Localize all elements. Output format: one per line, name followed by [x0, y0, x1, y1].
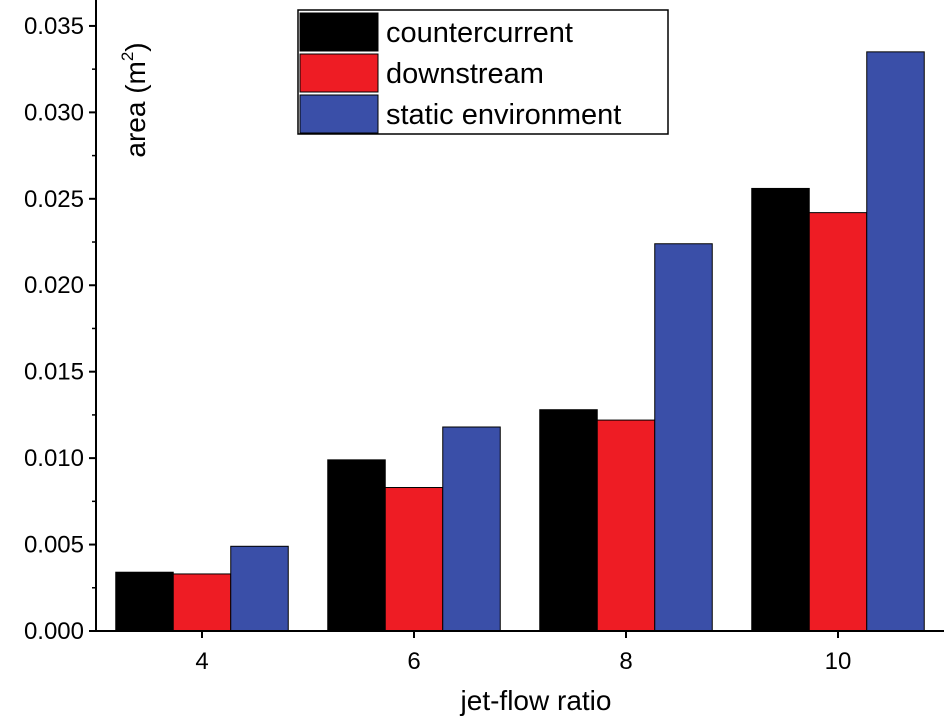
- legend-swatch-countercurrent: [299, 12, 379, 52]
- y-tick-label: 0.035: [24, 13, 84, 40]
- y-tick-label: 0.030: [24, 99, 84, 126]
- bar-downstream-6: [384, 487, 444, 632]
- x-tick-label: 4: [195, 648, 208, 675]
- bar-countercurrent-10: [751, 187, 810, 632]
- bar-downstream-4: [172, 573, 232, 632]
- x-axis-title: jet-flow ratio: [460, 685, 612, 716]
- legend-label-countercurrent: countercurrent: [386, 17, 573, 49]
- y-axis-title-close: ): [120, 42, 151, 51]
- legend: countercurrent downstream static environme…: [297, 9, 669, 135]
- y-tick-label: 0.000: [24, 618, 84, 645]
- legend-label-downstream: downstream: [386, 58, 544, 90]
- y-ticks-group: 0.000 0.005 0.010 0.015 0.020 0.025 0.030 0.035: [24, 13, 96, 645]
- bar-countercurrent-8: [539, 409, 598, 632]
- bar-static-environment-4: [230, 545, 289, 632]
- bar-countercurrent-6: [327, 459, 386, 632]
- y-tick-label: 0.010: [24, 445, 84, 472]
- bar-countercurrent-4: [115, 571, 174, 632]
- legend-swatch-downstream: [299, 53, 379, 93]
- y-tick-label: 0.025: [24, 186, 84, 213]
- bar-downstream-8: [596, 419, 656, 632]
- bar-downstream-10: [808, 212, 868, 632]
- y-axis-title-superscript: 2: [118, 52, 137, 61]
- x-tick-label: 6: [407, 648, 420, 675]
- x-tick-label: 10: [825, 648, 852, 675]
- y-axis-title-base: area (m: [120, 61, 151, 157]
- bars-group: [115, 51, 925, 632]
- x-ticks-group: 4 6 8 10: [195, 631, 851, 675]
- legend-swatch-static-environment: [299, 94, 379, 134]
- y-tick-label: 0.015: [24, 359, 84, 386]
- bar-static-environment-10: [866, 51, 925, 632]
- axes-group: [95, 0, 944, 632]
- bar-static-environment-8: [654, 243, 713, 632]
- x-tick-label: 8: [619, 648, 632, 675]
- legend-label-static-environment: static environment: [386, 99, 621, 131]
- y-tick-label: 0.005: [24, 532, 84, 559]
- y-axis-title: area (m2): [118, 42, 151, 157]
- bar-static-environment-6: [442, 426, 501, 632]
- y-tick-label: 0.020: [24, 272, 84, 299]
